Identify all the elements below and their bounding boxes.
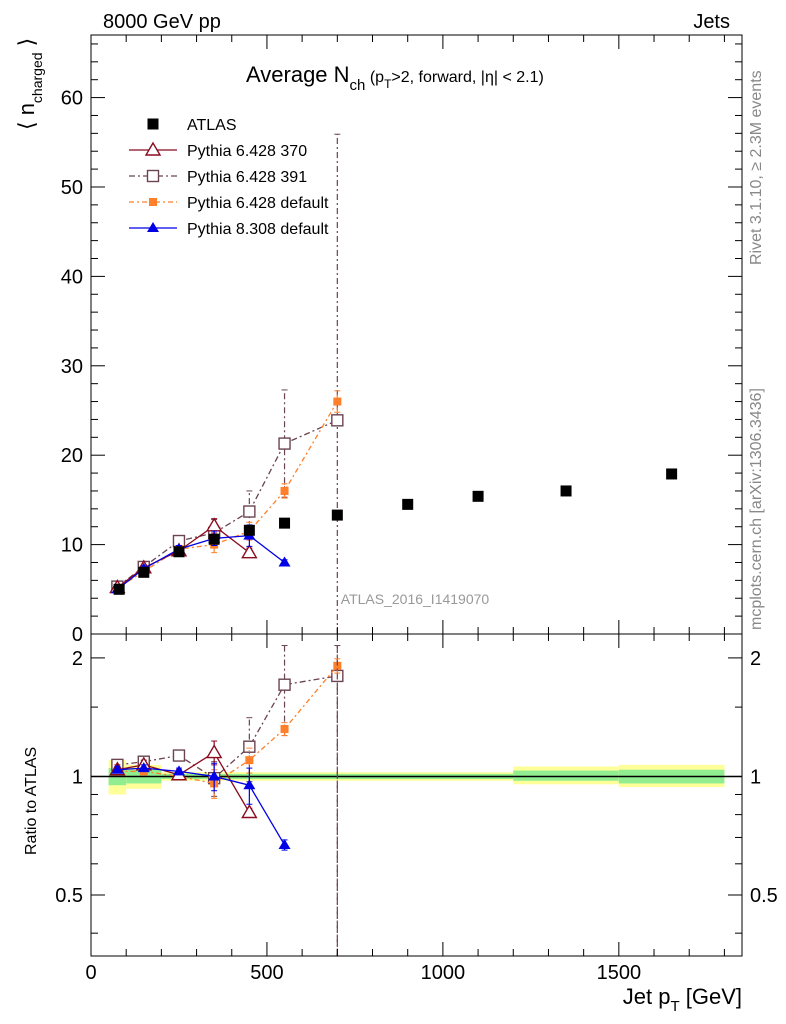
main-panel: 0 10 20 30 40 50 60 [61, 34, 743, 646]
main-ytick-label: 0 [72, 624, 83, 646]
legend-p391-point [146, 169, 160, 183]
main-plot-area [109, 133, 678, 635]
main-ytick-label: 60 [61, 88, 83, 110]
main-atlas-point [666, 468, 678, 480]
ratio-p391-line [117, 675, 338, 779]
main-ytick-label: 30 [61, 356, 83, 378]
legend-p370-point [144, 141, 162, 156]
main-atlas-point [279, 517, 291, 529]
main-p370-point [205, 517, 223, 532]
ratio-ticks: 0.5 0.5 1 1 2 2 0 500 1000 1500 [55, 634, 778, 984]
main-ytick-label: 10 [61, 535, 83, 557]
main-p370-point [241, 544, 258, 559]
ratio-p8def-point [278, 838, 291, 849]
main-title: Average Nch (pT>2, forward, |η| < 2.1) [246, 62, 544, 94]
xlabel: Jet pT [GeV] [623, 984, 742, 1015]
rivet-label: Rivet 3.1.10, ≥ 2.3M events [748, 70, 765, 265]
ratio-xtick-label: 500 [250, 962, 283, 984]
ratio-p391-point [243, 740, 256, 753]
main-atlas-point [208, 533, 220, 545]
legend-label-p370: Pythia 6.428 370 [187, 143, 307, 160]
main-atlas-point [113, 583, 125, 595]
ratio-p8def-line [117, 767, 286, 846]
mcplots-label: mcplots.cern.ch [arXiv:1306.3436] [748, 388, 765, 630]
ratio-xtick-label: 1500 [597, 962, 642, 984]
watermark: ATLAS_2016_I1419070 [341, 591, 490, 607]
legend-p8def-point [147, 222, 159, 232]
ratio-p370-point [205, 744, 223, 759]
legend-label-atlas: ATLAS [187, 117, 237, 134]
main-p391-point [278, 437, 291, 450]
header-right: Jets [693, 11, 730, 33]
main-p6def-line [117, 401, 338, 589]
main-ylabel: ⟨ ncharged ⟩ [14, 38, 45, 130]
legend-p6def-point [149, 198, 157, 206]
ratio-p6def-point [280, 724, 289, 733]
ratio-plot-area [91, 645, 742, 957]
main-ticks: 0 10 20 30 40 50 60 [61, 35, 742, 646]
ratio-p6def-point [245, 756, 254, 765]
ratio-ytick-label-right: 2 [750, 648, 761, 670]
main-atlas-point [173, 546, 185, 558]
ratio-ytick-label: 2 [72, 648, 83, 670]
ratio-p8def-point [172, 765, 185, 776]
main-ytick-label: 20 [61, 445, 83, 467]
main-ytick-label: 50 [61, 177, 83, 199]
legend: ATLAS Pythia 6.428 370 Pythia 6.428 391 Pyt… [129, 117, 329, 238]
ratio-ytick-label: 1 [72, 766, 83, 788]
main-p391-point [331, 414, 344, 427]
ratio-p8def-point [208, 770, 221, 781]
ratio-p391-point [278, 678, 291, 691]
ratio-p370-point [241, 804, 258, 819]
main-atlas-point [472, 490, 484, 502]
ratio-ytick-label: 0.5 [55, 885, 83, 907]
main-atlas-point [243, 524, 255, 536]
ratio-panel: 0.5 0.5 1 1 2 2 0 500 1000 1500 [55, 633, 778, 984]
main-atlas-point [138, 566, 150, 578]
ratio-ytick-label-right: 0.5 [750, 885, 778, 907]
legend-atlas-point [147, 118, 159, 130]
ratio-ytick-label-right: 1 [750, 766, 761, 788]
ratio-xtick-label: 1000 [421, 962, 466, 984]
main-p6def-point [333, 397, 342, 406]
ratio-p391-point [172, 749, 186, 762]
ratio-p8def-point [111, 763, 124, 774]
main-p391-line [117, 419, 338, 588]
legend-label-p391: Pythia 6.428 391 [187, 169, 307, 186]
main-atlas-point [402, 498, 414, 510]
ratio-p6def-point [333, 661, 342, 670]
ratio-frame [90, 633, 743, 957]
header-left: 8000 GeV pp [103, 11, 221, 33]
main-atlas-point [560, 485, 572, 497]
ratio-band-inner [513, 770, 619, 781]
ratio-ylabel: Ratio to ATLAS [23, 747, 40, 855]
ratio-p8def-point [137, 762, 150, 773]
ratio-xtick-label: 0 [85, 962, 96, 984]
ratio-p8def-point [243, 779, 256, 790]
main-atlas-point [331, 509, 343, 521]
main-p8def-point [278, 556, 291, 567]
legend-label-p8def: Pythia 8.308 default [187, 221, 329, 238]
main-ytick-label: 40 [61, 266, 83, 288]
main-p6def-point [280, 486, 289, 495]
main-p391-point [243, 505, 256, 518]
legend-label-p6def: Pythia 6.428 default [187, 195, 329, 212]
